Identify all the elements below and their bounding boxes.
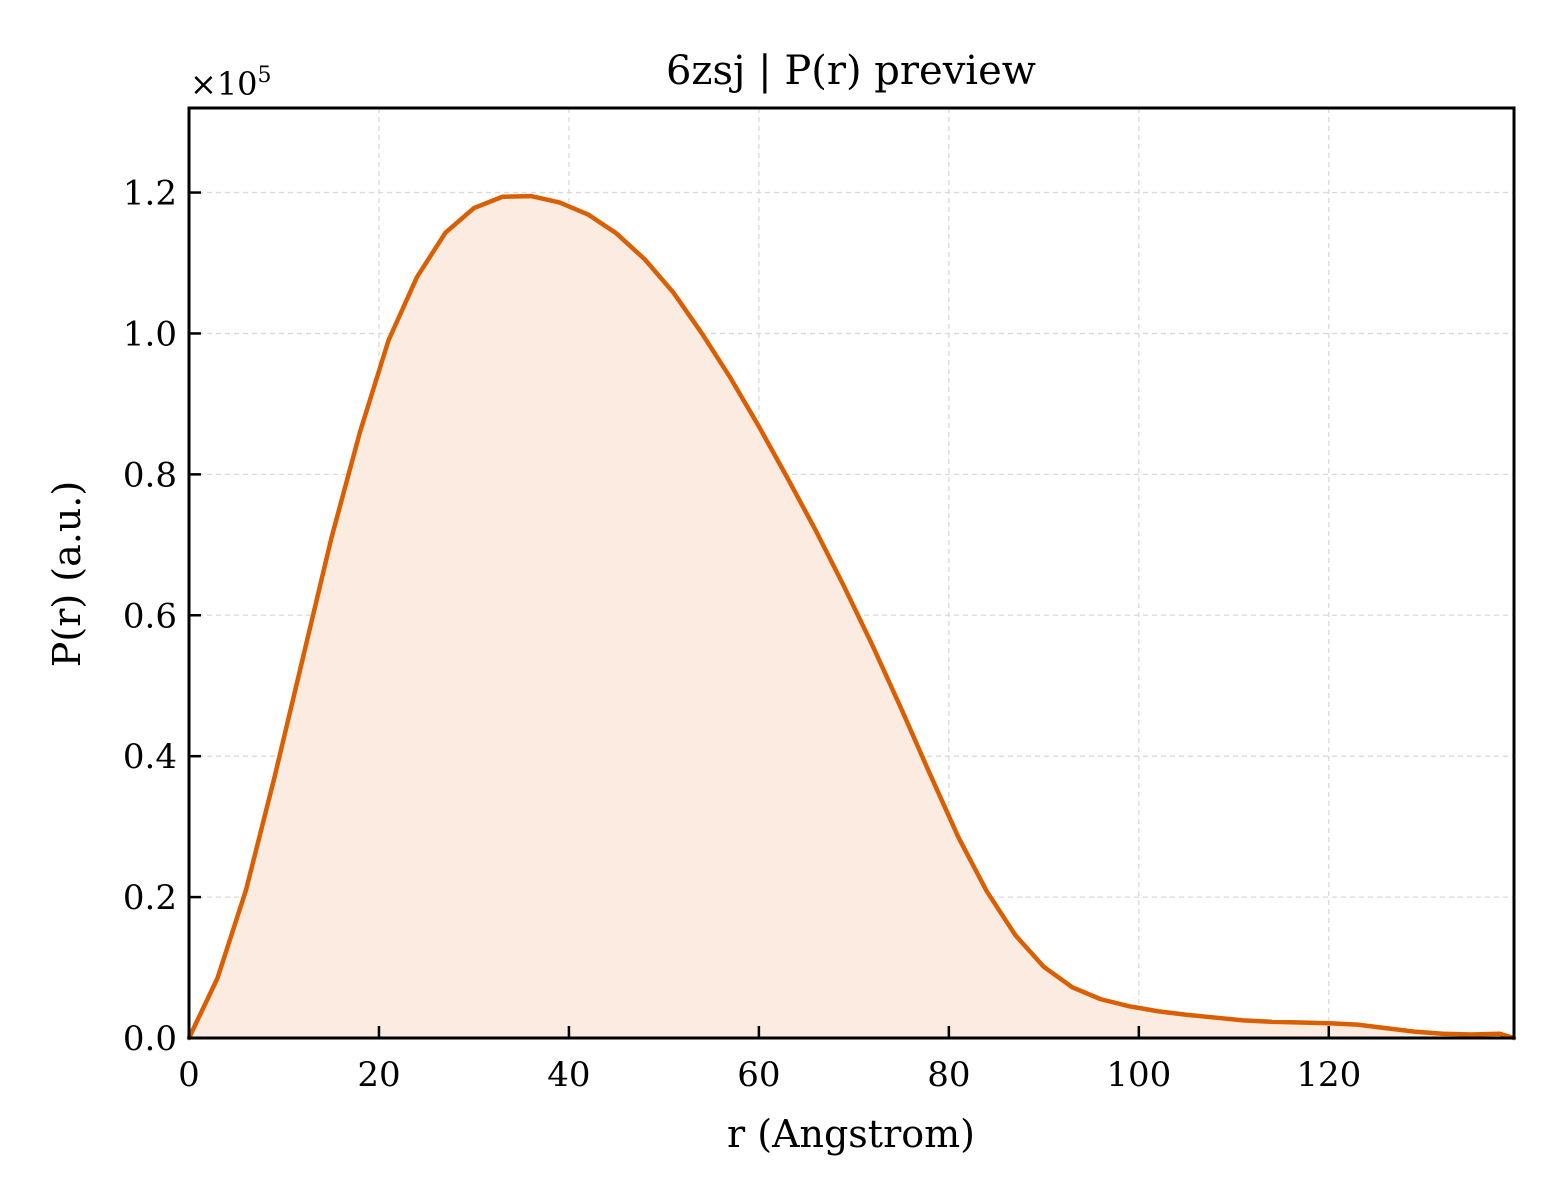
y-tick-label: 0.8 (123, 455, 177, 495)
y-scale-exponent: 5 (258, 63, 272, 88)
x-tick-label: 0 (178, 1055, 200, 1095)
x-tick-label: 40 (547, 1055, 590, 1095)
area-fill (189, 196, 1514, 1038)
y-tick-label: 0.0 (123, 1019, 177, 1059)
x-axis-title: r (Angstrom) (727, 1112, 975, 1156)
x-tick-label: 120 (1296, 1055, 1361, 1095)
x-tick-label: 100 (1106, 1055, 1171, 1095)
series-line (186, 193, 1517, 1041)
chart-title: 6zsj | P(r) preview (666, 48, 1036, 94)
plot-frame (187, 106, 1516, 1040)
y-tick-label: 1.2 (123, 174, 177, 214)
y-tick-label: 1.0 (123, 314, 177, 354)
axis-ticks (187, 191, 1331, 1040)
y-tick-label: 0.2 (123, 878, 177, 918)
y-tick-labels: 0.0 0.2 0.4 0.6 0.8 1.0 1.2 (123, 174, 177, 1059)
x-tick-labels: 0 20 40 60 80 100 120 (178, 1055, 1361, 1095)
x-tick-label: 60 (737, 1055, 780, 1095)
y-tick-label: 0.6 (123, 596, 177, 636)
y-axis-title: P(r) (a.u.) (45, 481, 89, 667)
y-scale-offset: ×105 (190, 63, 272, 103)
y-scale-base: ×10 (190, 65, 258, 103)
y-tick-label: 0.4 (123, 737, 177, 777)
x-tick-label: 80 (927, 1055, 970, 1095)
x-tick-label: 20 (357, 1055, 400, 1095)
